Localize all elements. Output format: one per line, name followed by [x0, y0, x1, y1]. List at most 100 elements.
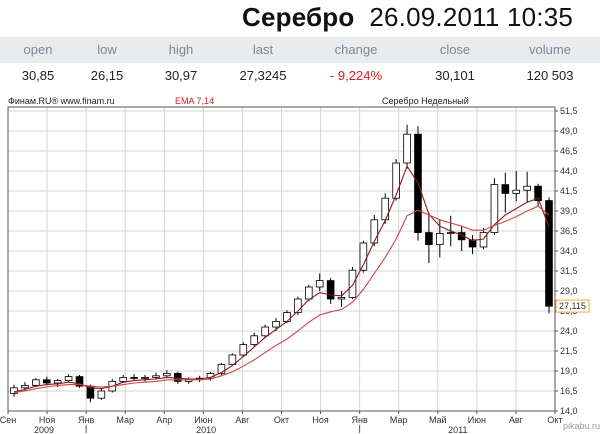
x-tick-label: Июн [194, 415, 212, 425]
candle-body [32, 379, 40, 386]
candle-body [512, 189, 521, 194]
x-tick-label: Май [429, 415, 447, 425]
candle-body [250, 335, 258, 346]
y-tick-label: 51,5 [560, 106, 578, 116]
value-low: 26,15 [90, 68, 124, 83]
y-tick-label: 44,0 [560, 166, 578, 176]
x-tick-label: Окт [547, 415, 562, 425]
last-price-label: 27,115 [559, 301, 586, 311]
y-tick-label: 39,0 [560, 206, 578, 216]
watermark: pikabu.ru [563, 421, 600, 431]
column-high: high [168, 42, 194, 57]
candle-body [64, 376, 73, 382]
ema-label: EMA 7,14 [175, 96, 214, 106]
source-label: Финам.RU® www.finam.ru [8, 96, 115, 106]
column-open: open [23, 42, 53, 57]
page-title: Серебро 26.09.2011 10:35 [242, 2, 573, 33]
column-close: close [439, 42, 471, 57]
last-price-box [555, 299, 590, 313]
chart-background [0, 92, 600, 434]
candle-body [294, 298, 302, 313]
value-change: - 9,224% [329, 68, 383, 83]
price-chart: Финам.RU® www.finam.ru EMA 7,14 Серебро … [0, 92, 600, 434]
candle-body [348, 269, 357, 298]
candle-body [119, 376, 127, 382]
candle-body [381, 197, 390, 221]
x-tick-label: Янв [78, 415, 94, 425]
candles [10, 124, 553, 403]
instrument-name: Серебро [242, 2, 355, 32]
x-tick-label: Ноя [312, 415, 329, 425]
x-axis: Сен Ноя Янв Мар Апр Июн Авг Окт Ноя Янв Мар Май Июн А… [0, 411, 563, 434]
candle-body [261, 326, 269, 337]
chart-title: Серебро Недельный [382, 96, 469, 106]
y-tick-label: 41,5 [560, 186, 578, 196]
candle-body [523, 185, 531, 191]
candle-body [446, 232, 455, 235]
year-label: 2011 [448, 425, 467, 434]
quote-table-header: open low high last change close volume [0, 37, 600, 63]
candle-body [545, 200, 553, 307]
ema-slow-line [13, 205, 550, 394]
candle-body [501, 184, 510, 194]
candle-body [534, 185, 542, 201]
value-high: 30,97 [164, 68, 198, 83]
column-volume: volume [529, 42, 571, 57]
candle-body [337, 296, 346, 300]
candle-body [359, 242, 368, 271]
x-tick-label: Авг [235, 415, 250, 425]
candle-body [228, 354, 237, 366]
value-volume: 120 503 [526, 68, 574, 83]
year-label: 2010 [196, 425, 216, 434]
candle-body [272, 320, 280, 328]
candle-body [425, 232, 433, 246]
ema-lines [13, 164, 550, 394]
candle-body [305, 286, 313, 300]
y-tick-label: 14,0 [560, 406, 578, 416]
y-tick-label: 31,5 [560, 266, 578, 276]
column-last: last [252, 42, 274, 57]
x-tick-label: Мар [116, 415, 134, 425]
column-change: change [334, 42, 378, 57]
y-tick-label: 19,0 [560, 366, 578, 376]
candle-body [42, 379, 51, 384]
candle-body [97, 390, 106, 399]
quote-datetime: 26.09.2011 10:35 [369, 2, 574, 32]
year-label: 2009 [34, 425, 54, 434]
candle-body [392, 162, 400, 199]
x-tick-label: Мар [390, 415, 408, 425]
candle-body [403, 133, 411, 164]
candle-body [217, 364, 226, 374]
candle-body [239, 344, 248, 356]
y-tick-label: 21,5 [560, 346, 578, 356]
candle-body [283, 312, 291, 322]
candle-body [326, 280, 335, 300]
candle-body [21, 384, 29, 389]
column-low: low [97, 42, 117, 57]
y-tick-label: 24,0 [560, 326, 578, 336]
value-open: 30,85 [21, 68, 55, 83]
x-tick-label: Апр [156, 415, 172, 425]
y-tick-label: 46,5 [560, 146, 578, 156]
x-tick-label: Окт [274, 415, 289, 425]
candle-body [163, 372, 171, 377]
y-tick-label: 34,0 [560, 246, 578, 256]
y-tick-label: 29,0 [560, 286, 578, 296]
quote-table-values: 30,85 26,15 30,97 27,3245 - 9,224% 30,10… [0, 63, 600, 89]
x-tick-label: Ноя [39, 415, 56, 425]
x-tick-label: Сен [0, 415, 16, 425]
candle-body [436, 232, 444, 245]
x-tick-label: Авг [509, 415, 524, 425]
x-tick-label: Июн [468, 415, 486, 425]
ema-fast-line [13, 164, 550, 393]
candle-body [130, 376, 138, 379]
last-price-marker: 27,115 [555, 299, 590, 313]
y-tick-label: 36,5 [560, 226, 578, 236]
value-last: 27,3245 [239, 68, 287, 83]
candle-body [141, 376, 149, 379]
y-tick-label: 49,0 [560, 126, 578, 136]
candle-body [468, 239, 477, 248]
y-tick-label: 16,5 [560, 386, 578, 396]
candle-body [315, 280, 324, 288]
value-close: 30,101 [435, 68, 475, 83]
